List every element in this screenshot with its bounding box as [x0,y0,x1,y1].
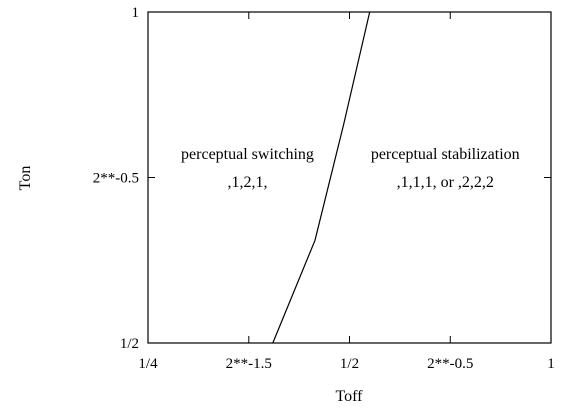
boundary-line [272,11,371,344]
y-axis-label: Ton [17,166,34,191]
stabilization-pattern: ,1,1,1, or ,2,2,2 [397,174,494,191]
x-tick-label: 1 [547,356,555,372]
y-tick-label: 2**-0.5 [93,171,139,187]
x-tick-label: 2**-0.5 [427,356,473,372]
y-axis-ticks: 1/2 2**-0.5 1 [93,5,551,352]
x-axis-label: Toff [335,388,363,405]
series-group [272,11,371,344]
x-axis-ticks: 1/4 2**-1.5 1/2 2**-0.5 1 [138,12,555,372]
y-tick-label: 1 [132,5,140,21]
x-tick-label: 1/4 [138,356,158,372]
switching-label: perceptual switching [181,146,314,163]
stabilization-label: perceptual stabilization [371,146,520,163]
annotations: perceptual switching ,1,2,1, perceptual st… [181,146,520,191]
x-tick-label: 2**-1.5 [226,356,272,372]
x-tick-label: 1/2 [340,356,359,372]
switching-pattern: ,1,2,1, [227,174,267,191]
y-tick-label: 1/2 [120,336,139,352]
